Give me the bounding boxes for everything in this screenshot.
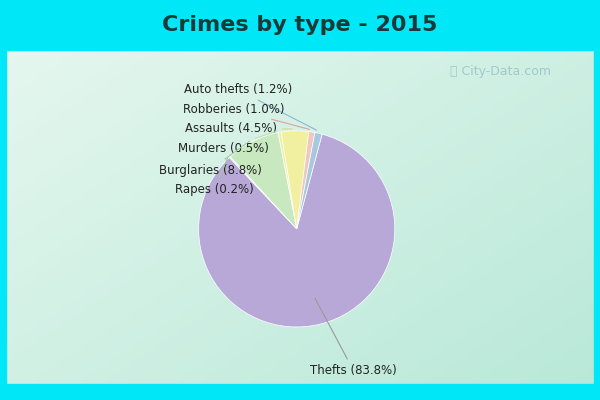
Text: Robberies (1.0%): Robberies (1.0%) bbox=[184, 103, 310, 129]
Wedge shape bbox=[230, 133, 297, 229]
Text: Auto thefts (1.2%): Auto thefts (1.2%) bbox=[184, 83, 316, 130]
Bar bbox=[0, 0, 6, 400]
Wedge shape bbox=[297, 132, 322, 229]
Wedge shape bbox=[199, 134, 395, 327]
Bar bbox=[594, 0, 600, 400]
Wedge shape bbox=[281, 131, 309, 229]
Wedge shape bbox=[229, 157, 297, 229]
Text: Thefts (83.8%): Thefts (83.8%) bbox=[310, 298, 397, 377]
Text: Crimes by type - 2015: Crimes by type - 2015 bbox=[163, 15, 437, 35]
Text: Murders (0.5%): Murders (0.5%) bbox=[178, 131, 277, 155]
Wedge shape bbox=[297, 132, 315, 229]
Bar bbox=[0, 384, 600, 400]
Wedge shape bbox=[278, 132, 297, 229]
Text: Assaults (4.5%): Assaults (4.5%) bbox=[185, 122, 292, 135]
Text: ⓘ City-Data.com: ⓘ City-Data.com bbox=[450, 66, 551, 78]
Text: Rapes (0.2%): Rapes (0.2%) bbox=[175, 158, 254, 196]
Text: Burglaries (8.8%): Burglaries (8.8%) bbox=[158, 141, 262, 176]
Bar bbox=[0, 0, 600, 50]
